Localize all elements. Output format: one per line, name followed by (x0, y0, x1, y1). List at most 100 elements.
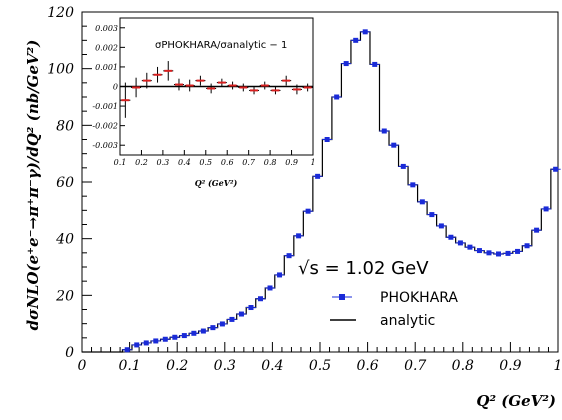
inset-x-axis-label: Q² (GeV²) (195, 178, 238, 188)
phokhara-point (541, 206, 552, 212)
phokhara-point (312, 173, 323, 179)
main-axis-ticks: 0 0.1 0.2 0.3 0.4 0.5 0.6 0.7 0.8 0.9 1 0 20 40 60 80 10… (47, 5, 562, 374)
phokhara-point (512, 248, 523, 254)
y-tick-label: 80 (56, 118, 74, 134)
phokhara-point (150, 338, 161, 344)
x-tick-label: 0.8 (452, 358, 474, 374)
inset-y-tick-label: -0.001 (92, 102, 118, 111)
legend-marker-phokhara (332, 294, 352, 300)
phokhara-point (265, 285, 276, 291)
inset-point (163, 61, 174, 81)
phokhara-point (407, 182, 418, 188)
phokhara-point (360, 29, 371, 35)
y-tick-label: 120 (47, 5, 74, 21)
inset-point (195, 75, 206, 86)
inset-x-tick-label: 0.8 (264, 158, 277, 167)
inset-y-tick-label: -0.003 (92, 141, 118, 150)
phokhara-point (141, 340, 152, 346)
y-tick-label: 100 (47, 62, 74, 78)
phokhara-point (493, 251, 504, 257)
phokhara-points (122, 29, 561, 353)
inset-point (249, 86, 260, 95)
y-tick-label: 20 (55, 288, 74, 304)
inset-point (206, 83, 217, 94)
inset-x-tick-label: 0.3 (157, 158, 170, 167)
inset-x-tick-label: 0.2 (135, 158, 148, 167)
inset-point (141, 72, 152, 89)
x-tick-label: 0.9 (499, 358, 521, 374)
inset-x-tick-label: 0.6 (221, 158, 234, 167)
inset-point (131, 77, 142, 98)
phokhara-point (531, 227, 542, 233)
phokhara-point (245, 305, 256, 311)
phokhara-point (226, 316, 237, 322)
x-axis-label: Q² (GeV²) (476, 392, 556, 410)
x-tick-label: 0.2 (166, 358, 188, 374)
phokhara-point (331, 94, 342, 100)
inset-point (173, 78, 184, 91)
inset-x-tick-label: 0.5 (199, 158, 212, 167)
phokhara-point (464, 244, 475, 250)
x-tick-label: 1 (554, 358, 562, 374)
legend-label-phokhara: PHOKHARA (380, 290, 458, 306)
inset-point (302, 83, 313, 92)
phokhara-point (436, 223, 447, 229)
phokhara-point (303, 208, 314, 214)
y-tick-label: 40 (55, 232, 74, 248)
x-tick-label: 0.5 (309, 358, 331, 374)
phokhara-point (350, 37, 361, 43)
x-tick-label: 0 (78, 358, 87, 374)
phokhara-point (293, 233, 304, 239)
phokhara-point (483, 250, 494, 256)
inset-y-tick-label: 0.003 (95, 24, 118, 33)
inset-point (184, 79, 195, 92)
inset-points (120, 61, 313, 118)
phokhara-point (274, 272, 285, 278)
legend-label-analytic: analytic (380, 313, 435, 329)
phokhara-point (322, 137, 333, 142)
x-tick-label: 0.4 (261, 358, 283, 374)
inset-y-tick-label: 0.002 (95, 43, 118, 52)
phokhara-point (179, 333, 190, 339)
inset-point (270, 86, 281, 95)
phokhara-point (522, 243, 533, 249)
phokhara-point (474, 248, 485, 254)
inset-title: σPHOKHARA/σanalytic − 1 (155, 40, 287, 51)
x-tick-label: 0.3 (214, 358, 236, 374)
phokhara-point (217, 321, 228, 327)
x-tick-label: 0.7 (404, 358, 426, 374)
phokhara-point (131, 342, 142, 348)
phokhara-point (398, 163, 409, 169)
phokhara-point (503, 250, 514, 256)
inset-x-tick-label: 0.1 (114, 158, 127, 167)
phokhara-point (445, 234, 456, 240)
phokhara-point (379, 128, 390, 134)
phokhara-point (426, 212, 437, 218)
phokhara-point (188, 330, 199, 336)
y-tick-label: 0 (65, 345, 74, 361)
phokhara-point (255, 296, 266, 302)
phokhara-point (455, 240, 466, 246)
x-tick-label: 0.6 (356, 358, 378, 374)
phokhara-point (284, 253, 295, 259)
phokhara-point (122, 347, 133, 353)
inset-point (281, 75, 292, 86)
inset-point (152, 66, 163, 83)
x-tick-label: 0.1 (118, 358, 140, 374)
inset-point (291, 84, 302, 95)
y-tick-label: 60 (56, 175, 74, 191)
legend: PHOKHARA analytic (330, 290, 458, 329)
inset-point (227, 81, 238, 90)
inset-point (216, 78, 227, 87)
inset-point (259, 81, 270, 90)
phokhara-point (236, 311, 247, 317)
phokhara-point (369, 61, 380, 67)
phokhara-point (207, 325, 218, 331)
phokhara-point (169, 334, 180, 340)
inset-point (120, 82, 131, 118)
phokhara-point (160, 336, 171, 342)
inset-x-tick-label: 0.9 (285, 158, 298, 167)
phokhara-point (198, 328, 209, 334)
inset-y-tick-label: 0 (113, 83, 118, 92)
